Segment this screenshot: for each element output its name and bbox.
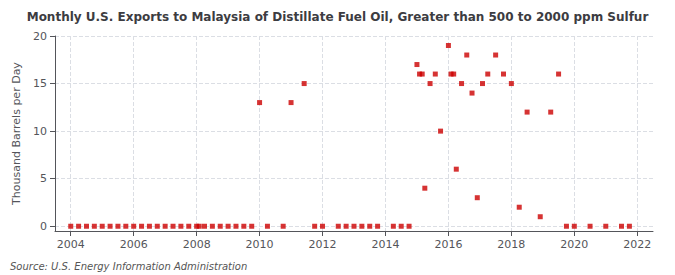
svg-text:0: 0 [40, 220, 47, 233]
svg-text:15: 15 [33, 77, 47, 90]
svg-text:Source: U.S. Energy Informatio: Source: U.S. Energy Information Administ… [10, 261, 247, 272]
svg-text:2022: 2022 [623, 238, 651, 251]
svg-text:2010: 2010 [246, 238, 274, 251]
svg-text:2016: 2016 [434, 238, 462, 251]
svg-text:5: 5 [40, 172, 47, 185]
svg-text:2012: 2012 [309, 238, 337, 251]
svg-text:Thousand Barrels per Day: Thousand Barrels per Day [10, 62, 23, 206]
svg-text:2020: 2020 [560, 238, 588, 251]
svg-text:2004: 2004 [57, 238, 85, 251]
svg-text:2018: 2018 [497, 238, 525, 251]
svg-text:2008: 2008 [183, 238, 211, 251]
svg-text:Monthly U.S. Exports to Malays: Monthly U.S. Exports to Malaysia of Dist… [27, 10, 649, 24]
svg-text:20: 20 [33, 30, 47, 43]
svg-text:2014: 2014 [371, 238, 399, 251]
svg-text:2006: 2006 [120, 238, 148, 251]
svg-text:10: 10 [33, 125, 47, 138]
